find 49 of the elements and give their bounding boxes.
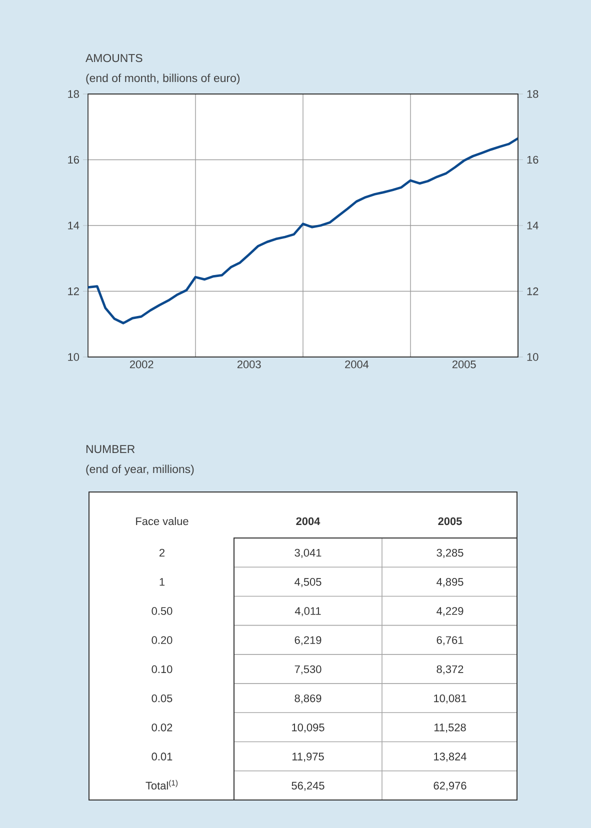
y2-tick-label: 12 [527,287,538,296]
text: NUMBER [86,445,135,454]
x-tick-label: 2004 [345,360,369,368]
y-tick-label: 16 [68,156,79,164]
series-label: 2004 [296,517,320,526]
data-label: 4,011 [294,607,321,616]
data-label: 10,095 [292,724,324,733]
category-label: 0.10 [152,665,172,674]
data-label: 11,975 [292,752,324,762]
data-label: 3,285 [436,548,464,558]
data-label: 10,081 [434,694,466,704]
category-label: 0.20 [152,636,172,644]
category-label: 0.05 [152,694,172,702]
data-label: 56,245 [292,782,324,791]
category-label: 1 [160,578,165,586]
x-tick-label: 2003 [237,360,261,368]
data-label: 6,219 [294,636,322,646]
text: 2005 [438,517,462,526]
data-label: 4,229 [436,607,464,616]
x-tick-label: 2002 [130,360,154,368]
data-label: 4,895 [436,578,464,588]
y-tick-label: 14 [68,222,80,230]
y2-tick-label: 18 [527,90,538,98]
data-label: 8,869 [294,694,322,704]
line-series [88,137,518,324]
data-label: 8,372 [436,665,464,674]
chart-title: AMOUNTS [86,54,142,62]
y2-tick-label: 10 [527,353,538,361]
chart-subtitle: (end of month, billions of euro) [86,74,240,84]
data-label: 7,530 [294,665,322,674]
data-label: 11,528 [434,724,466,733]
category-label: Total$^{(1)}$ [146,780,178,790]
y2-tick-label: 16 [527,156,538,164]
data-label: 62,976 [434,782,466,791]
data-label: 4,505 [294,578,322,588]
data-label: 6,761 [436,636,464,646]
category-label: 0.01 [152,752,172,760]
text: (end of year, millions) [86,464,194,476]
category-label: 0.50 [152,607,172,615]
y-tick-label: 18 [68,90,79,98]
category-label: 0.02 [152,724,172,732]
category-label: 2 [160,548,164,557]
y-tick-label: 12 [68,287,79,296]
data-label: 13,824 [434,752,466,762]
y2-tick-label: 14 [527,222,538,230]
x-tick-label: 2005 [452,360,476,368]
data-label: 3,041 [294,548,322,558]
y-tick-label: 10 [68,353,80,361]
text: Face value [136,517,188,526]
